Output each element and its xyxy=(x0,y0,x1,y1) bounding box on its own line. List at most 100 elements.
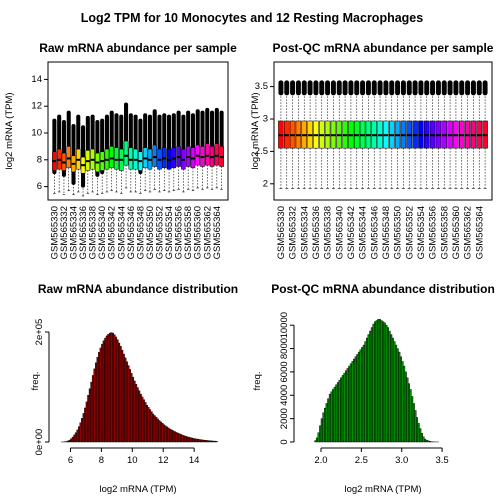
box-GSM565350 xyxy=(394,80,401,189)
y-tick-label: 14 xyxy=(31,74,42,85)
hist-bar xyxy=(193,438,196,443)
box-GSM565357 xyxy=(181,114,186,193)
y-tick-label: 2000 xyxy=(279,408,290,429)
hist-bar xyxy=(201,439,204,443)
hist-bar xyxy=(183,435,186,443)
hist-bar xyxy=(138,390,141,443)
box-GSM565362 xyxy=(204,107,210,189)
hist-bar xyxy=(136,387,139,443)
x-tick-label: GSM565340 xyxy=(97,206,108,259)
outlier-band xyxy=(313,80,319,96)
x-tick-label: GSM565338 xyxy=(323,206,334,259)
box-GSM565365 xyxy=(219,110,224,190)
box-GSM565357 xyxy=(435,80,442,189)
outlier-band xyxy=(195,109,200,156)
hist-bar xyxy=(79,422,82,443)
hist-bar xyxy=(422,436,425,443)
hist-bar xyxy=(167,427,170,443)
hist-bar xyxy=(214,440,217,443)
hist-bar xyxy=(346,368,349,443)
hist-bar xyxy=(71,436,74,443)
box-GSM565365 xyxy=(482,80,488,189)
y-tick-label: 3.5 xyxy=(255,81,268,92)
outlier-band xyxy=(377,80,383,96)
raw-histogram-panel: Raw mRNA abundance distribution log2 mRN… xyxy=(30,282,238,495)
box-GSM565351 xyxy=(400,80,407,189)
box-GSM565347 xyxy=(377,80,383,189)
hist-bar xyxy=(340,377,343,443)
hist-bar xyxy=(133,380,136,443)
hist-bar xyxy=(93,368,96,443)
hist-bar xyxy=(172,430,175,443)
hist-bar xyxy=(327,398,330,443)
hist-bar xyxy=(150,411,153,443)
box-GSM565356 xyxy=(429,80,436,189)
box-GSM565363 xyxy=(470,80,477,189)
box-GSM565346 xyxy=(128,113,134,193)
hist-bar xyxy=(407,383,410,443)
x-tick-label: 6 xyxy=(68,455,73,466)
raw-histogram-xlabel: log2 mRNA (TPM) xyxy=(99,484,176,495)
hist-bar xyxy=(178,433,181,443)
hist-bar xyxy=(200,439,203,443)
hist-bar xyxy=(81,418,84,443)
hist-bar xyxy=(416,417,419,443)
hist-bar xyxy=(98,352,101,443)
x-tick-label: GSM565334 xyxy=(299,206,310,259)
hist-bar xyxy=(411,396,414,443)
x-tick-label: GSM565336 xyxy=(311,206,322,259)
hist-bar xyxy=(336,382,339,443)
hist-bar xyxy=(88,388,91,443)
hist-bar xyxy=(357,351,360,443)
hist-bar xyxy=(121,349,124,443)
box-GSM565330 xyxy=(278,80,284,189)
x-tick-label: GSM565364 xyxy=(474,206,485,259)
box-GSM565353 xyxy=(161,113,167,191)
box-GSM565342 xyxy=(109,110,115,191)
box-GSM565344 xyxy=(118,114,124,194)
raw-boxplot-panel: Raw mRNA abundance per sample log2 mRNA … xyxy=(4,41,237,259)
hist-bar xyxy=(82,413,85,443)
box-GSM565334 xyxy=(71,123,76,195)
x-tick-label: GSM565360 xyxy=(193,206,204,259)
hist-bar xyxy=(119,346,122,443)
hist-bar xyxy=(343,372,346,443)
box-GSM565358 xyxy=(185,110,191,190)
x-tick-label: 10 xyxy=(127,455,138,466)
outlier-band xyxy=(400,80,406,96)
box-GSM565339 xyxy=(95,119,100,195)
hist-bar xyxy=(112,332,114,443)
hist-bar xyxy=(364,341,367,443)
box-GSM565349 xyxy=(142,113,148,191)
hist-bar xyxy=(195,438,198,443)
raw-histogram-ylabel: freq. xyxy=(30,371,41,390)
hist-bar xyxy=(153,415,156,443)
hist-bar xyxy=(210,440,213,443)
x-tick-label: GSM565350 xyxy=(393,206,404,259)
hist-bar xyxy=(333,386,336,443)
hist-bar xyxy=(330,391,333,443)
y-tick-label: 12 xyxy=(31,101,42,112)
x-tick-label: GSM565364 xyxy=(212,206,223,259)
box-body xyxy=(214,143,220,166)
hist-bar xyxy=(175,432,178,443)
outlier-band xyxy=(424,80,430,96)
x-tick-label: GSM565354 xyxy=(164,206,175,259)
outlier-band xyxy=(430,80,436,96)
box-GSM565332 xyxy=(61,119,67,195)
hist-bar xyxy=(110,332,113,443)
hist-bar xyxy=(186,436,189,443)
hist-bar xyxy=(139,393,142,443)
box-GSM565340 xyxy=(336,80,342,189)
hist-bar xyxy=(369,330,372,443)
box-GSM565362 xyxy=(464,80,471,189)
y-tick-label: 2.5 xyxy=(255,146,268,157)
hist-bar xyxy=(156,418,159,443)
hist-bar xyxy=(401,361,404,443)
box-GSM565336 xyxy=(313,80,319,189)
hist-bar xyxy=(125,361,128,443)
x-tick-label: 14 xyxy=(189,455,200,466)
outlier-band xyxy=(278,80,284,96)
outlier-band xyxy=(342,80,348,96)
